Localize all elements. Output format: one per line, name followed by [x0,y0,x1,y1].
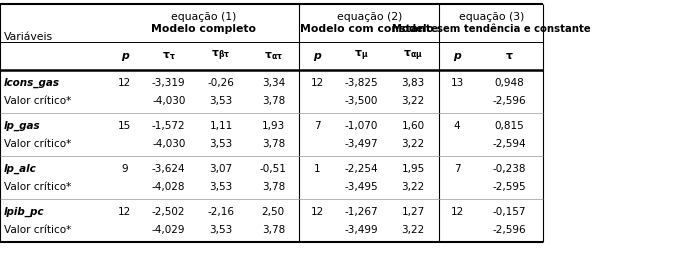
Text: -2,254: -2,254 [344,164,378,174]
Text: 7: 7 [454,164,460,174]
Text: lcons_gas: lcons_gas [4,78,60,88]
Text: 1: 1 [314,164,320,174]
Text: equação (1): equação (1) [170,12,236,22]
Text: lpib_pc: lpib_pc [4,207,45,217]
Text: 3,78: 3,78 [261,139,285,149]
Text: -4,029: -4,029 [152,225,185,235]
Text: $\mathbf{\tau}$: $\mathbf{\tau}$ [504,51,513,61]
Text: $\mathbf{\tau_{\alpha\tau}}$: $\mathbf{\tau_{\alpha\tau}}$ [264,50,282,62]
Text: 3,83: 3,83 [401,78,425,88]
Text: p: p [313,51,321,61]
Text: 3,53: 3,53 [209,96,233,106]
Text: -3,825: -3,825 [344,78,378,88]
Text: -2,596: -2,596 [492,225,526,235]
Text: 3,78: 3,78 [261,96,285,106]
Text: 3,78: 3,78 [261,225,285,235]
Text: -1,267: -1,267 [344,207,378,217]
Text: 15: 15 [118,121,132,131]
Text: 9: 9 [122,164,128,174]
Text: lp_alc: lp_alc [4,164,37,174]
Text: 3,53: 3,53 [209,182,233,192]
Text: 3,78: 3,78 [261,182,285,192]
Text: Valor crítico*: Valor crítico* [4,182,71,192]
Text: 4: 4 [454,121,460,131]
Text: 1,11: 1,11 [209,121,233,131]
Text: 12: 12 [118,78,132,88]
Text: 12: 12 [450,207,464,217]
Text: Variáveis: Variáveis [4,32,53,42]
Text: -1,572: -1,572 [152,121,185,131]
Text: 12: 12 [118,207,132,217]
Text: -0,51: -0,51 [260,164,287,174]
Text: 3,22: 3,22 [401,225,425,235]
Text: equação (3): equação (3) [458,12,524,22]
Text: -0,26: -0,26 [208,78,234,88]
Text: -4,028: -4,028 [152,182,185,192]
Text: -2,16: -2,16 [208,207,234,217]
Text: -2,596: -2,596 [492,96,526,106]
Text: 0,948: 0,948 [494,78,524,88]
Text: Valor crítico*: Valor crítico* [4,139,71,149]
Text: 3,22: 3,22 [401,96,425,106]
Text: -2,594: -2,594 [492,139,526,149]
Text: 3,22: 3,22 [401,182,425,192]
Text: 0,815: 0,815 [494,121,524,131]
Text: -3,319: -3,319 [152,78,185,88]
Text: -3,495: -3,495 [344,182,378,192]
Text: -3,497: -3,497 [344,139,378,149]
Text: Valor crítico*: Valor crítico* [4,225,71,235]
Text: 1,93: 1,93 [261,121,285,131]
Text: -3,500: -3,500 [344,96,378,106]
Text: $\mathbf{\tau_{\alpha\mu}}$: $\mathbf{\tau_{\alpha\mu}}$ [403,49,423,63]
Text: 12: 12 [310,78,324,88]
Text: -3,499: -3,499 [344,225,378,235]
Text: 1,95: 1,95 [401,164,425,174]
Text: -0,157: -0,157 [492,207,526,217]
Text: 12: 12 [310,207,324,217]
Text: 1,60: 1,60 [401,121,425,131]
Text: $\mathbf{\tau_{\beta\tau}}$: $\mathbf{\tau_{\beta\tau}}$ [211,49,231,63]
Text: Valor crítico*: Valor crítico* [4,96,71,106]
Text: -4,030: -4,030 [152,96,185,106]
Text: Modelo com constante: Modelo com constante [300,24,439,34]
Text: Modelo sem tendência e constante: Modelo sem tendência e constante [392,24,591,34]
Text: -4,030: -4,030 [152,139,185,149]
Text: 13: 13 [450,78,464,88]
Text: 3,22: 3,22 [401,139,425,149]
Text: -1,070: -1,070 [344,121,378,131]
Text: 3,53: 3,53 [209,139,233,149]
Text: 2,50: 2,50 [261,207,285,217]
Text: p: p [453,51,461,61]
Text: $\mathbf{\tau_\mu}$: $\mathbf{\tau_\mu}$ [354,49,368,63]
Text: 3,07: 3,07 [209,164,233,174]
Text: 7: 7 [314,121,320,131]
Text: -2,595: -2,595 [492,182,526,192]
Text: 1,27: 1,27 [401,207,425,217]
Text: equação (2): equação (2) [337,12,402,22]
Text: p: p [121,51,129,61]
Text: -3,624: -3,624 [152,164,185,174]
Text: -2,502: -2,502 [152,207,185,217]
Text: 3,53: 3,53 [209,225,233,235]
Text: -0,238: -0,238 [492,164,526,174]
Text: lp_gas: lp_gas [4,121,41,131]
Text: $\mathbf{\tau_\tau}$: $\mathbf{\tau_\tau}$ [162,50,176,62]
Text: Modelo completo: Modelo completo [151,24,256,34]
Text: 3,34: 3,34 [261,78,285,88]
